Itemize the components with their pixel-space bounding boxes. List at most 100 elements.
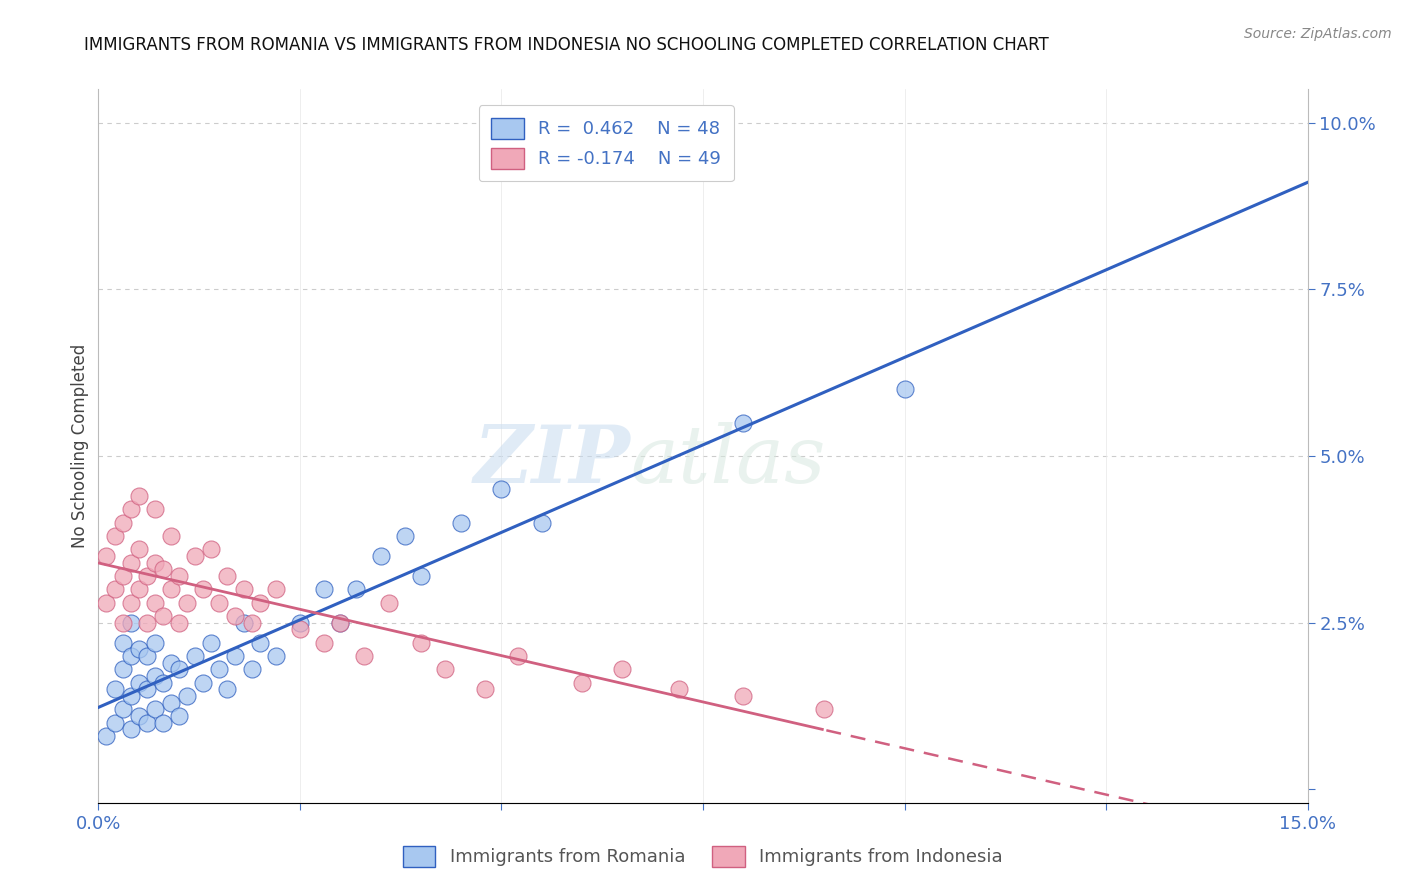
Point bbox=[128, 582, 150, 597]
Point bbox=[167, 709, 190, 723]
Point bbox=[208, 596, 231, 610]
Point bbox=[314, 636, 336, 650]
Point bbox=[103, 529, 125, 543]
Point bbox=[103, 582, 125, 597]
Point bbox=[193, 582, 215, 597]
Point bbox=[143, 702, 166, 716]
Point bbox=[217, 569, 239, 583]
Point bbox=[450, 516, 472, 530]
Y-axis label: No Schooling Completed: No Schooling Completed bbox=[70, 344, 89, 548]
Point bbox=[474, 682, 496, 697]
Point bbox=[135, 569, 157, 583]
Point bbox=[167, 662, 190, 676]
Point bbox=[120, 689, 142, 703]
Point bbox=[240, 615, 263, 630]
Point bbox=[120, 649, 142, 664]
Point bbox=[135, 682, 157, 697]
Point bbox=[733, 416, 755, 430]
Text: atlas: atlas bbox=[630, 422, 825, 499]
Point bbox=[120, 596, 142, 610]
Point bbox=[128, 542, 150, 557]
Point bbox=[329, 615, 352, 630]
Point bbox=[200, 542, 222, 557]
Point bbox=[143, 596, 166, 610]
Point bbox=[264, 649, 287, 664]
Point bbox=[506, 649, 529, 664]
Point bbox=[530, 516, 553, 530]
Point bbox=[96, 549, 118, 563]
Point bbox=[96, 729, 118, 743]
Point bbox=[128, 642, 150, 657]
Point bbox=[491, 483, 513, 497]
Point bbox=[135, 715, 157, 730]
Point bbox=[240, 662, 263, 676]
Point bbox=[224, 649, 246, 664]
Point bbox=[143, 669, 166, 683]
Legend: Immigrants from Romania, Immigrants from Indonesia: Immigrants from Romania, Immigrants from… bbox=[395, 838, 1011, 874]
Point bbox=[96, 596, 118, 610]
Point bbox=[668, 682, 690, 697]
Point bbox=[135, 615, 157, 630]
Text: Source: ZipAtlas.com: Source: ZipAtlas.com bbox=[1244, 27, 1392, 41]
Point bbox=[160, 582, 183, 597]
Point bbox=[329, 615, 352, 630]
Point bbox=[217, 682, 239, 697]
Point bbox=[120, 723, 142, 737]
Point bbox=[120, 556, 142, 570]
Point bbox=[167, 569, 190, 583]
Point bbox=[111, 615, 134, 630]
Point bbox=[232, 615, 254, 630]
Point bbox=[434, 662, 457, 676]
Point bbox=[184, 649, 207, 664]
Point bbox=[103, 682, 125, 697]
Point bbox=[813, 702, 835, 716]
Point bbox=[160, 529, 183, 543]
Text: IMMIGRANTS FROM ROMANIA VS IMMIGRANTS FROM INDONESIA NO SCHOOLING COMPLETED CORR: IMMIGRANTS FROM ROMANIA VS IMMIGRANTS FR… bbox=[84, 36, 1049, 54]
Point bbox=[370, 549, 392, 563]
Point bbox=[128, 675, 150, 690]
Point bbox=[103, 715, 125, 730]
Point bbox=[264, 582, 287, 597]
Point bbox=[160, 696, 183, 710]
Point bbox=[232, 582, 254, 597]
Point bbox=[143, 502, 166, 516]
Point bbox=[224, 609, 246, 624]
Point bbox=[143, 636, 166, 650]
Point bbox=[893, 382, 915, 396]
Point bbox=[128, 489, 150, 503]
Point bbox=[176, 689, 198, 703]
Point bbox=[571, 675, 593, 690]
Point bbox=[176, 596, 198, 610]
Point bbox=[208, 662, 231, 676]
Point bbox=[152, 675, 174, 690]
Point bbox=[377, 596, 399, 610]
Point bbox=[135, 649, 157, 664]
Point bbox=[612, 662, 634, 676]
Point bbox=[152, 562, 174, 576]
Point bbox=[111, 516, 134, 530]
Point bbox=[167, 615, 190, 630]
Point bbox=[394, 529, 416, 543]
Point bbox=[111, 569, 134, 583]
Point bbox=[184, 549, 207, 563]
Point bbox=[344, 582, 367, 597]
Point bbox=[160, 656, 183, 670]
Point bbox=[152, 715, 174, 730]
Point bbox=[409, 636, 432, 650]
Point bbox=[120, 502, 142, 516]
Point bbox=[733, 689, 755, 703]
Point bbox=[314, 582, 336, 597]
Point bbox=[152, 609, 174, 624]
Text: ZIP: ZIP bbox=[474, 422, 630, 499]
Point bbox=[128, 709, 150, 723]
Point bbox=[111, 702, 134, 716]
Point bbox=[409, 569, 432, 583]
Point bbox=[120, 615, 142, 630]
Point bbox=[249, 596, 271, 610]
Point bbox=[288, 615, 311, 630]
Point bbox=[200, 636, 222, 650]
Point bbox=[353, 649, 375, 664]
Point bbox=[249, 636, 271, 650]
Point bbox=[111, 636, 134, 650]
Point bbox=[111, 662, 134, 676]
